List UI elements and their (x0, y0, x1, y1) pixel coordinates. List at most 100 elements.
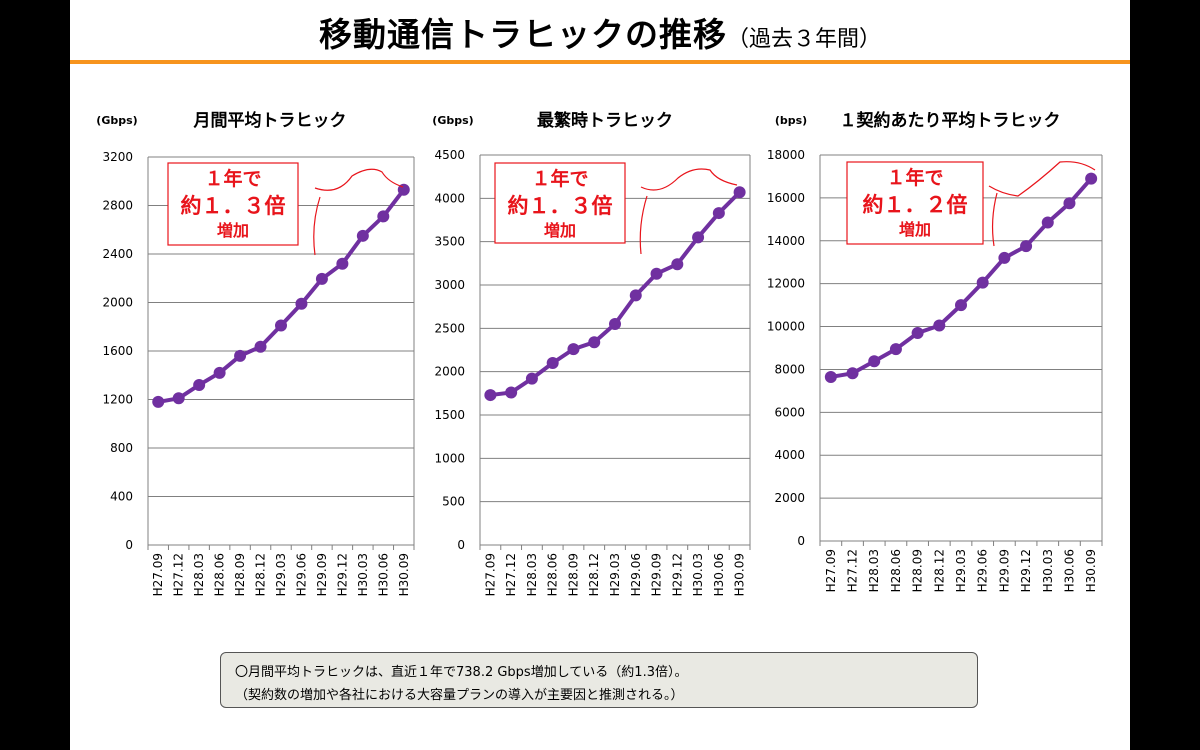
chart-3-data-point (911, 326, 924, 339)
chart-3-title: １契約あたり平均トラヒック (840, 110, 1061, 131)
chart-1-y-tick: 2800 (102, 199, 133, 213)
chart-2-brace-upper (640, 168, 738, 191)
chart-2-data-point (712, 207, 725, 220)
chart-3-brace-upper (988, 161, 1096, 197)
chart-1-x-tick-label: H29.06 (294, 553, 308, 596)
chart-1-data-point (275, 319, 287, 332)
chart-2-data-point (567, 343, 580, 356)
chart-2-y-tick: 1000 (434, 451, 465, 465)
slide-title-main: 移動通信トラヒックの推移 (318, 15, 727, 54)
chart-1-callout-box (167, 162, 299, 246)
chart-3-x-tick-label: H28.03 (867, 549, 881, 592)
chart-2-y-tick: 2000 (434, 365, 465, 379)
chart-3-x-tick-label: H29.12 (1019, 549, 1033, 592)
slide: 移動通信トラヒックの推移（過去３年間） 月間平均トラヒック (Gbps) 0 400 8… (70, 0, 1130, 750)
chart-3-data-point (1041, 216, 1054, 229)
chart-3-data-point (998, 251, 1011, 264)
chart-2-title: 最繁時トラヒック (537, 110, 673, 131)
chart-2-x-tick-label: H29.03 (608, 553, 622, 596)
chart-2-data-point (505, 386, 518, 399)
chart-3-x-tick-label: H27.09 (824, 549, 838, 592)
chart-2-x-tick-label: H28.03 (525, 553, 539, 596)
chart-1-callout-line-2: 約１．３倍 (181, 194, 286, 218)
chart-1-data-point (377, 210, 390, 223)
chart-3-x-tick-label: H30.03 (1041, 549, 1055, 592)
chart-1-y-tick: 1200 (102, 393, 133, 407)
chart-1-y-tick: 3200 (102, 150, 133, 164)
slide-title-sub: （過去３年間） (726, 27, 881, 52)
summary-line-1: 〇月間平均トラヒックは、直近１年で738.2 Gbps増加している（約1.3倍）… (235, 665, 688, 680)
chart-3-y-tick: 8000 (774, 362, 805, 376)
chart-2-data-point (525, 372, 538, 385)
chart-1-data-point (152, 395, 165, 408)
chart-2-x-tick-label: H30.09 (733, 553, 747, 596)
chart-1-x-tick-label: H30.06 (376, 553, 390, 596)
chart-2-data-point (546, 357, 559, 369)
title-rule (70, 60, 1130, 64)
chart-1-x-tick-label: H29.12 (335, 553, 349, 596)
chart-2-x-tick-label: H28.06 (546, 553, 560, 596)
chart-2-data-point (484, 389, 497, 402)
chart-2-data-point (733, 186, 746, 199)
chart-1-data-point (254, 340, 267, 353)
chart-3-y-tick: 0 (797, 534, 805, 548)
chart-3-x-tick-label: H29.09 (997, 549, 1011, 592)
chart-2-y-tick: 500 (442, 495, 465, 509)
chart-2-unit-label: (Gbps) (432, 114, 473, 127)
chart-1-brace-upper (314, 168, 404, 191)
chart-3-x-tick-label: H29.06 (976, 549, 990, 592)
chart-3-data-point (889, 343, 902, 356)
chart-2-y-tick: 2500 (434, 321, 465, 335)
chart-1-y-tick: 0 (125, 538, 133, 552)
chart-1-data-point (213, 366, 226, 379)
chart-1-data-point (356, 229, 369, 242)
chart-2-x-tick-label: H29.06 (629, 553, 643, 596)
chart-3-y-tick: 12000 (767, 277, 805, 291)
chart-3-data-point (976, 276, 989, 289)
chart-1-x-tick-label: H30.03 (356, 553, 370, 596)
chart-2-data-point (629, 289, 642, 302)
chart-2-x-tick-label: H29.09 (650, 553, 664, 596)
chart-3-callout-line-2: 約１．２倍 (863, 193, 968, 217)
chart-3-y-tick: 4000 (774, 448, 805, 462)
chart-3-x-tick-label: H28.09 (911, 549, 925, 592)
chart-1-x-tick-label: H29.09 (315, 553, 329, 596)
chart-2-data-point (650, 267, 663, 280)
chart-2-y-tick: 4000 (434, 191, 465, 205)
chart-2-data-point (692, 231, 705, 244)
chart-1-x-tick-label: H30.09 (397, 553, 411, 596)
summary-line-2: （契約数の増加や各社における大容量プランの導入が主要因と推測される。） (235, 688, 684, 703)
chart-1-data-point (172, 392, 185, 405)
chart-1-y-tick: 800 (110, 441, 133, 455)
chart-2-x-tick-label: H28.09 (566, 553, 580, 596)
chart-2-y-tick: 0 (457, 538, 465, 552)
chart-1-data-point (295, 297, 308, 310)
chart-2-x-tick-label: H28.12 (587, 553, 601, 596)
chart-2-x-tick-label: H27.12 (504, 553, 518, 596)
chart-2-x-tick-label: H27.09 (483, 553, 497, 596)
chart-2-x-tick-label: H29.12 (670, 553, 684, 596)
chart-3-y-tick: 2000 (774, 491, 805, 505)
chart-2-callout-line-1: １年で (531, 167, 588, 190)
chart-2-y-tick: 3500 (434, 235, 465, 249)
chart-1-title: 月間平均トラヒック (193, 110, 347, 131)
chart-3-x-tick-label: H28.06 (889, 549, 903, 592)
chart-2-data-point (609, 318, 621, 330)
chart-3-data-point (846, 367, 859, 380)
slide-title: 移動通信トラヒックの推移（過去３年間） (70, 8, 1130, 56)
chart-1-y-tick: 1600 (102, 344, 133, 358)
chart-3-data-point (955, 299, 967, 312)
chart-1-x-tick-label: H27.09 (151, 553, 165, 596)
chart-3-y-tick: 6000 (774, 405, 805, 419)
chart-3-unit-label: (bps) (775, 114, 807, 127)
chart-1-unit-label: (Gbps) (96, 114, 137, 127)
chart-3-data-point (1085, 172, 1098, 185)
chart-1-y-tick: 2400 (102, 247, 133, 261)
chart-1-y-tick: 400 (110, 490, 133, 504)
chart-2-x-tick-label: H30.06 (712, 553, 726, 596)
chart-2-callout-box (494, 162, 626, 244)
chart-3-brace-lower (991, 192, 998, 247)
chart-3-x-tick-label: H29.03 (954, 549, 968, 592)
chart-3-x-tick-label: H30.06 (1062, 549, 1076, 592)
summary-box: 〇月間平均トラヒックは、直近１年で738.2 Gbps増加している（約1.3倍）… (220, 652, 978, 708)
